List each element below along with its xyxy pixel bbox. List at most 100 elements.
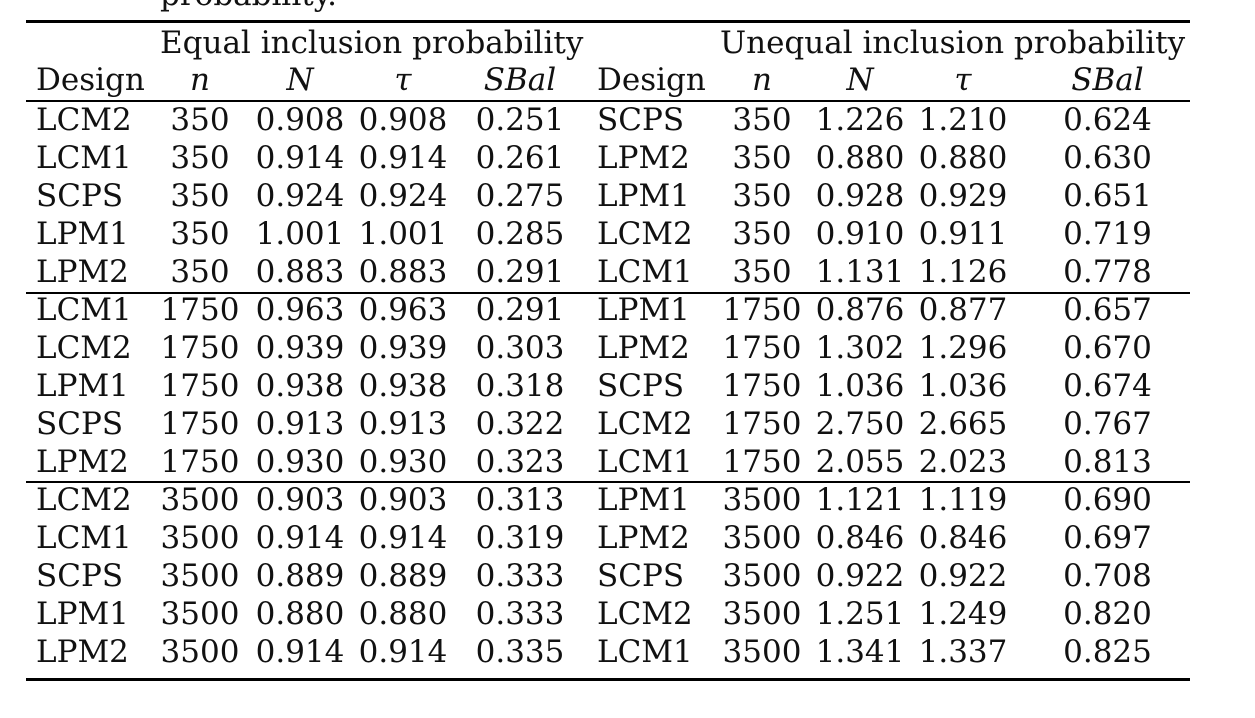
column-header-design-equal: Design	[36, 62, 145, 98]
table-cell: 1750	[160, 292, 240, 328]
table-cell: LPM2	[597, 330, 690, 366]
table-cell: 1750	[722, 292, 802, 328]
table-cell: LPM2	[597, 140, 690, 176]
table-cell: 0.813	[1063, 444, 1152, 480]
table-cell: 350	[170, 216, 230, 252]
table-cell: LCM1	[597, 634, 693, 670]
table-cell: LCM2	[36, 330, 132, 366]
table-cell: LPM1	[597, 178, 690, 214]
column-header-sbal-equal: SBal	[483, 62, 557, 98]
table-cell: 0.889	[255, 558, 345, 594]
table-cell: 0.335	[475, 634, 565, 670]
table-cell: SCPS	[36, 558, 124, 594]
table-cell: SCPS	[36, 406, 124, 442]
table-cell: LPM1	[597, 482, 690, 518]
table-cell: 0.846	[815, 520, 905, 556]
table-cell: 0.825	[1063, 634, 1152, 670]
table-cell: 0.880	[918, 140, 1008, 176]
table-cell: 0.630	[1063, 140, 1152, 176]
table-cell: 0.924	[358, 178, 448, 214]
table-cell: LCM1	[36, 140, 132, 176]
table-cell: 1.296	[918, 330, 1008, 366]
table-cell: 0.963	[358, 292, 448, 328]
table-cell: 0.922	[815, 558, 905, 594]
table-cell: 0.913	[255, 406, 345, 442]
table-cell: 0.318	[475, 368, 565, 404]
table-cell: 0.914	[358, 520, 448, 556]
table-cell: 0.924	[255, 178, 345, 214]
header-rule	[26, 100, 1190, 102]
table-cell: 0.911	[918, 216, 1008, 252]
table-cell: 0.846	[918, 520, 1008, 556]
table-cell: 0.313	[475, 482, 565, 518]
table-cell: LCM1	[36, 520, 132, 556]
column-header-tau-unequal: τ	[954, 62, 972, 98]
table-cell: LPM2	[36, 444, 129, 480]
table-cell: 350	[732, 216, 792, 252]
table-cell: 0.877	[918, 292, 1008, 328]
table-cell: 0.708	[1063, 558, 1152, 594]
table-cell: 0.674	[1063, 368, 1152, 404]
table-cell: 0.876	[815, 292, 905, 328]
table-cell: 1.036	[918, 368, 1008, 404]
table-cell: 0.778	[1063, 254, 1152, 290]
table-cell: 0.938	[358, 368, 448, 404]
table-cell: 1.251	[815, 596, 905, 632]
bottom-rule	[26, 678, 1190, 681]
table-cell: 1.337	[918, 634, 1008, 670]
column-header-n-unequal: n	[752, 62, 772, 98]
table-cell: 350	[170, 140, 230, 176]
table-cell: LPM1	[597, 292, 690, 328]
table-cell: 350	[170, 102, 230, 138]
table-cell: 0.930	[358, 444, 448, 480]
table-cell: 1.119	[918, 482, 1008, 518]
table-cell: LCM2	[597, 216, 693, 252]
table-cell: 1750	[722, 330, 802, 366]
table-cell: 0.928	[815, 178, 905, 214]
table-cell: 0.883	[358, 254, 448, 290]
table-cell: 1.121	[815, 482, 905, 518]
table-cell: 3500	[160, 558, 240, 594]
table-cell: 1750	[160, 330, 240, 366]
table-cell: LPM1	[36, 368, 129, 404]
table-cell: 0.880	[358, 596, 448, 632]
table-cell: 3500	[722, 558, 802, 594]
table-cell: 3500	[160, 520, 240, 556]
table-cell: 0.903	[358, 482, 448, 518]
table-cell: 2.055	[815, 444, 905, 480]
table-cell: 3500	[722, 520, 802, 556]
table-cell: 1.001	[358, 216, 448, 252]
table-cell: 3500	[160, 482, 240, 518]
table-cell: 3500	[722, 596, 802, 632]
table-cell: 3500	[722, 634, 802, 670]
table-cell: 0.261	[475, 140, 565, 176]
table-cell: 0.914	[255, 634, 345, 670]
table-cell: 0.624	[1063, 102, 1152, 138]
table-cell: 350	[732, 102, 792, 138]
table-cell: LPM2	[36, 634, 129, 670]
group-divider-rule	[26, 292, 1190, 294]
table-cell: 350	[732, 140, 792, 176]
group-divider-rule	[26, 481, 1190, 483]
table-cell: 0.910	[815, 216, 905, 252]
column-header-N-equal: N	[286, 62, 314, 98]
table-cell: LCM2	[36, 102, 132, 138]
table-cell: 350	[170, 254, 230, 290]
table-cell: 0.333	[475, 558, 565, 594]
table-cell: SCPS	[597, 368, 685, 404]
table-cell: 0.820	[1063, 596, 1152, 632]
table-cell: 2.750	[815, 406, 905, 442]
table-cell: 350	[732, 254, 792, 290]
table-cell: 3500	[722, 482, 802, 518]
table-cell: 0.930	[255, 444, 345, 480]
table-cell: 1.302	[815, 330, 905, 366]
table-cell: 1.131	[815, 254, 905, 290]
table-cell: LCM2	[597, 406, 693, 442]
table-cell: 0.657	[1063, 292, 1152, 328]
column-header-N-unequal: N	[846, 62, 874, 98]
table-cell: 0.880	[255, 596, 345, 632]
table-cell: 1.210	[918, 102, 1008, 138]
table-cell: 0.914	[255, 520, 345, 556]
table-cell: SCPS	[597, 558, 685, 594]
